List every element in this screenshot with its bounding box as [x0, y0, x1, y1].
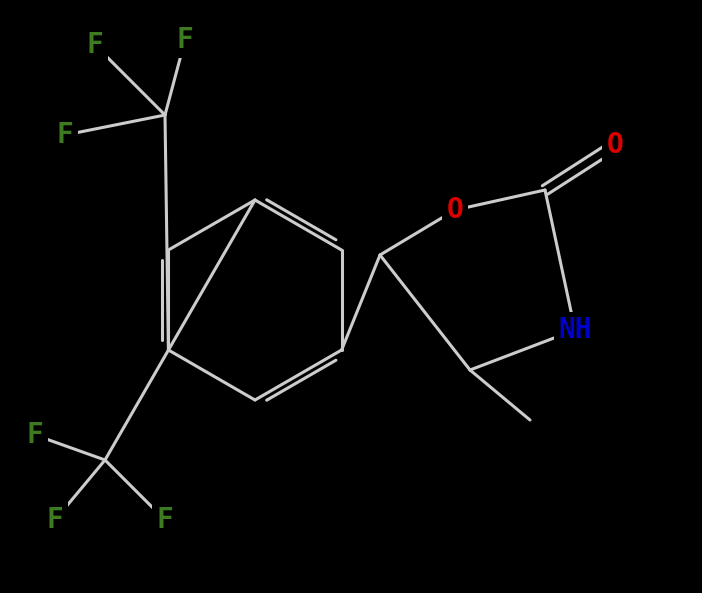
Text: F: F — [57, 121, 74, 149]
Text: O: O — [607, 131, 623, 159]
Text: O: O — [446, 196, 463, 224]
Text: F: F — [157, 506, 173, 534]
Text: F: F — [177, 26, 193, 54]
Text: NH: NH — [558, 316, 592, 344]
Text: F: F — [27, 421, 44, 449]
Text: F: F — [86, 31, 103, 59]
Text: F: F — [46, 506, 63, 534]
